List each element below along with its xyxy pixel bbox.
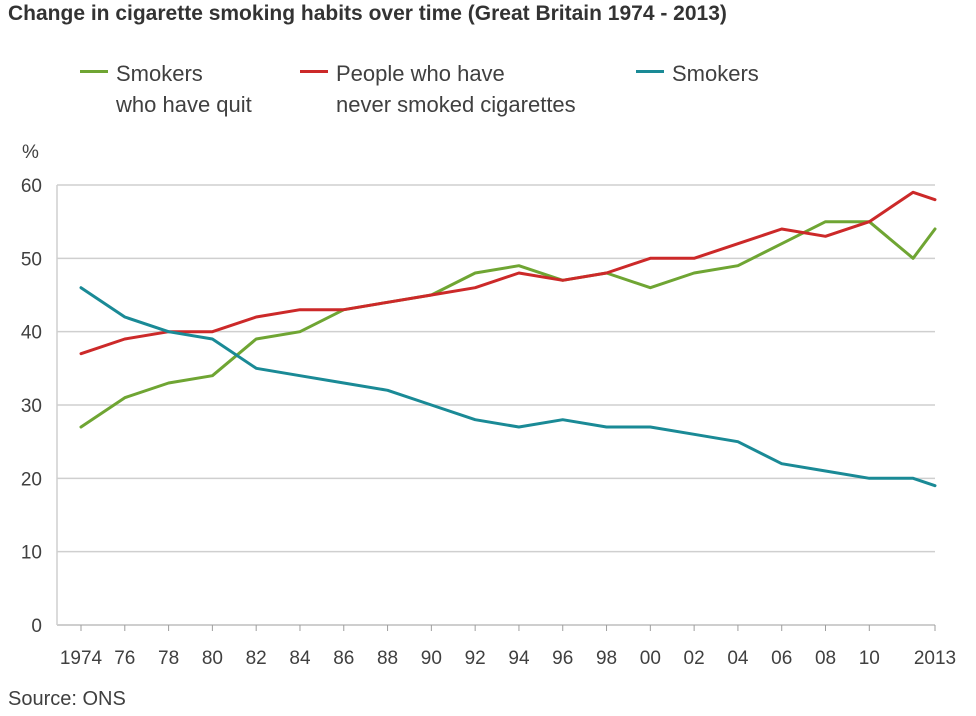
legend-swatch-smokers	[636, 70, 664, 73]
x-tick-label: 86	[333, 648, 354, 669]
x-tick-label: 98	[596, 648, 617, 669]
legend-label-never: People who have never smoked cigarettes	[336, 61, 576, 117]
x-tick-label: 84	[289, 648, 311, 669]
y-tick-label: 30	[21, 396, 42, 417]
x-tick-label: 94	[508, 648, 530, 669]
x-tick-label: 88	[377, 648, 398, 669]
y-tick-label: 50	[21, 249, 42, 270]
x-tick-label: 92	[465, 648, 486, 669]
legend-item-smokers: Smokers	[636, 58, 759, 89]
legend-swatch-never	[300, 70, 328, 73]
y-tick-label: 0	[31, 616, 42, 637]
x-tick-label: 90	[421, 648, 442, 669]
x-tick-label: 08	[815, 648, 836, 669]
x-tick-label: 10	[859, 648, 880, 669]
series-lines	[79, 190, 937, 488]
legend-item-never: People who have never smoked cigarettes	[300, 58, 576, 120]
series-line-0	[79, 220, 937, 429]
chart-title: Change in cigarette smoking habits over …	[8, 2, 727, 25]
legend-label-quit: Smokers who have quit	[116, 61, 252, 117]
x-tick-label: 76	[114, 648, 135, 669]
series-line-2	[79, 286, 937, 488]
x-tick-label: 96	[552, 648, 573, 669]
legend-swatch-quit	[80, 70, 108, 73]
x-tick-label: 00	[640, 648, 661, 669]
x-tick-label: 82	[246, 648, 267, 669]
x-tick-label: 80	[202, 648, 223, 669]
series-line-1	[79, 190, 937, 356]
x-tick-label: 02	[684, 648, 705, 669]
legend-label-smokers: Smokers	[672, 61, 759, 86]
y-axis-label: %	[22, 142, 39, 163]
gridlines	[56, 184, 935, 626]
axes: 0 10 20 30 40 50 60 1974 76 78 80 82 84 86 88 90 92 94 96 9…	[21, 176, 956, 669]
x-tick-label: 1974	[60, 648, 103, 669]
x-tick-label: 06	[771, 648, 792, 669]
legend-item-quit: Smokers who have quit	[80, 58, 252, 120]
y-tick-label: 60	[21, 176, 42, 197]
x-tick-label: 04	[727, 648, 749, 669]
y-tick-label: 40	[21, 323, 42, 344]
x-tick-label: 78	[158, 648, 179, 669]
y-tick-label: 10	[21, 543, 42, 564]
x-tick-label: 2013	[914, 648, 956, 669]
y-tick-label: 20	[21, 469, 42, 490]
source-note: Source: ONS	[8, 688, 126, 710]
